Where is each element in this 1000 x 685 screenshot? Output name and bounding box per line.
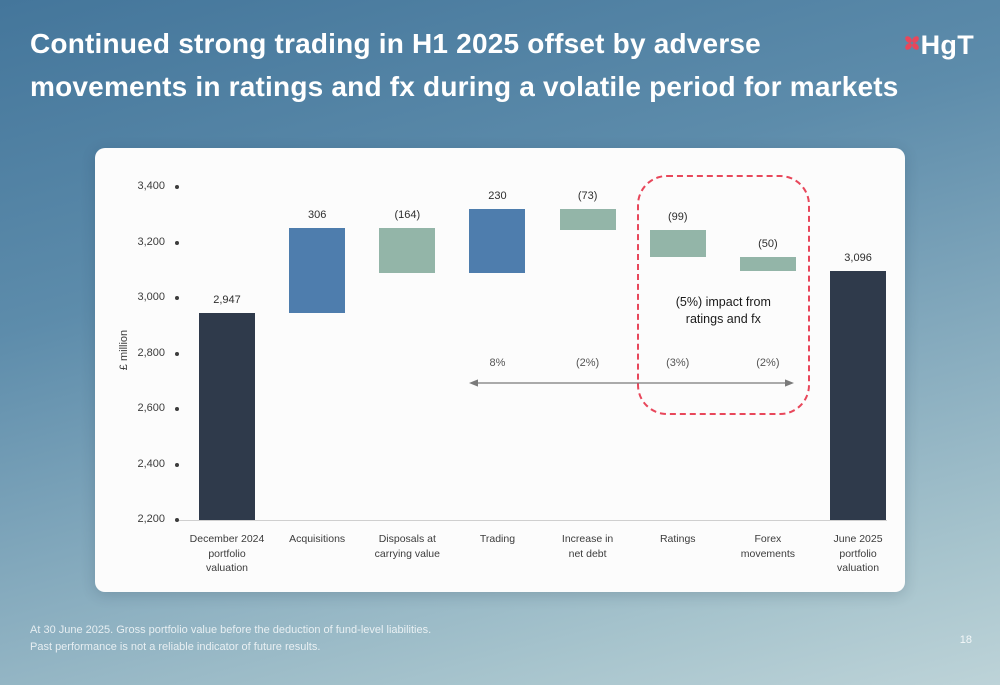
hg-flower-icon [904,36,919,50]
title-line-1: Continued strong trading in H1 2025 offs… [30,28,761,59]
waterfall-chart: 3,400 3,200 3,000 2,800 2,600 2,400 2,200 2,947… [95,148,905,592]
category-label-7: June 2025 portfolio valuation [833,533,883,575]
footnote-line-1: At 30 June 2025. Gross portfolio value b… [30,624,432,636]
bar-value-label-7: 3,096 [844,252,872,265]
waterfall-bar-2 [379,227,436,274]
waterfall-bar-6 [739,257,796,272]
pct-span-arrow [469,375,795,387]
y-tick-dot [175,185,179,189]
category-label-4: Increase in net debt [561,533,614,560]
waterfall-bar-7 [830,271,887,520]
x-axis-line [177,520,887,521]
waterfall-bar-3 [469,209,526,274]
highlight-outline [636,175,810,415]
y-tick-label: 2,400 [137,457,165,470]
footnote-line-2: Past performance is not a reliable indic… [30,640,321,653]
y-tick-dot [175,407,179,411]
category-label-3: Trading [479,533,516,545]
y-tick-dot [175,240,179,245]
category-label-6: Forex movements [740,533,796,560]
bar-value-label-2: (164) [394,208,421,221]
footnote: At 30 June 2025. Gross portfolio value b… [30,622,431,655]
category-label-0: December 2024 portfolio valuation [189,533,265,575]
waterfall-bar-4 [559,209,616,230]
chart-card: £ million 3,400 3,200 3,000 2,800 2,600 2,400… [95,148,905,592]
waterfall-bar-5 [649,229,706,258]
hgt-logo: HgT [903,30,974,61]
bar-value-label-0: 2,947 [213,293,241,306]
pct-label-5: (3%) [666,357,690,369]
pct-label-4: (2%) [575,357,600,369]
page-number: 18 [959,634,972,646]
y-tick-dot [175,518,179,522]
bar-value-label-5: (99) [667,210,688,223]
category-label-2: Disposals at carrying value [374,533,440,560]
bar-value-label-4: (73) [577,190,598,203]
title-line-2: movements in ratings and fx during a vol… [30,71,899,103]
bar-value-label-3: 230 [488,190,507,203]
category-label-1: Acquisitions [289,533,346,545]
pct-label-6: (2%) [756,357,780,369]
pct-label-3: 8% [489,357,506,369]
logo-text: HgT [920,30,974,60]
y-tick-label: 2,600 [137,402,165,414]
y-tick-label: 2,800 [137,346,165,359]
annotation-text: (5%) impact from ratings and fx [675,295,771,326]
y-tick-label: 3,200 [137,235,165,248]
category-label-5: Ratings [659,533,696,545]
y-tick-label: 3,000 [137,291,165,303]
y-tick-dot [175,462,179,467]
slide-title: Continued strong trading in H1 2025 offs… [30,22,899,109]
waterfall-bar-0 [199,312,255,520]
bar-value-label-6: (50) [758,238,778,251]
y-tick-dot [175,296,179,300]
y-tick-label: 2,200 [137,513,165,525]
waterfall-bar-1 [289,227,346,313]
y-tick-label: 3,400 [137,180,165,192]
y-tick-dot [175,351,179,356]
bar-value-label-1: 306 [307,208,327,221]
